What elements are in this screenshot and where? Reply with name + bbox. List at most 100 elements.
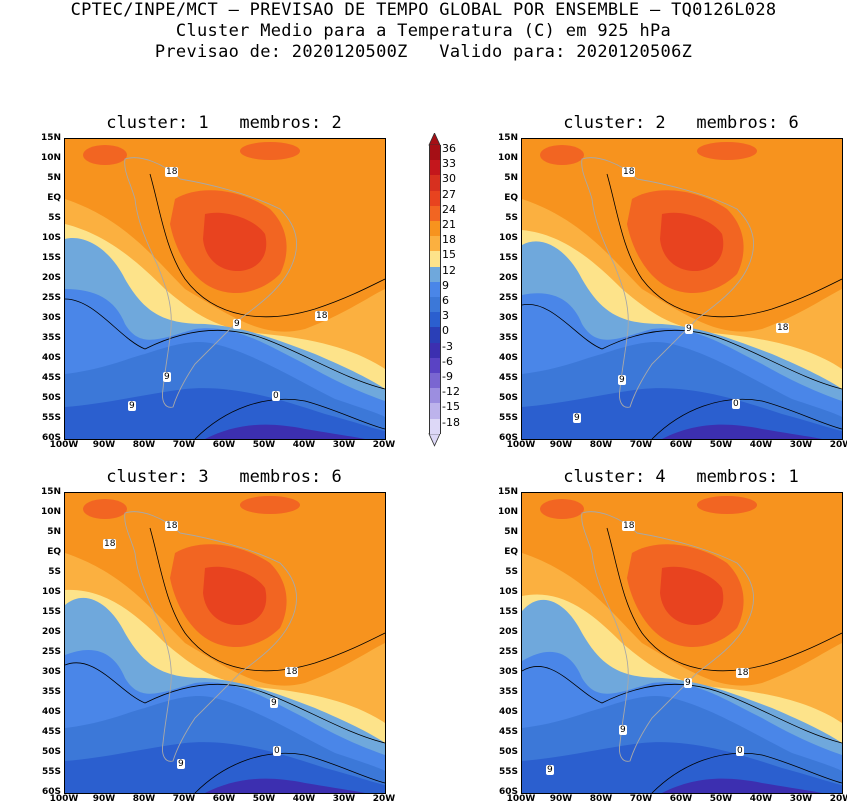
- map-panel: 18 18 9 9 0 9: [521, 492, 843, 794]
- longitude-tick-label: 100W: [506, 440, 536, 450]
- south-america-outline: [124, 157, 297, 408]
- contour-0: [651, 398, 842, 439]
- contour-label: 18: [776, 323, 790, 333]
- map-panel: 18 18 9 9 0 9: [521, 138, 843, 440]
- latitude-tick-label: 10S: [41, 587, 61, 597]
- latitude-tick-label: 35S: [41, 333, 61, 343]
- map-panel: 18 18 9 9 0 9: [64, 138, 386, 440]
- contour-label: 9: [619, 725, 627, 735]
- longitude-tick-label: 30W: [789, 794, 813, 804]
- latitude-tick-label: 35S: [498, 333, 518, 343]
- contour-9: [522, 304, 842, 390]
- colorbar-arrows: [428, 133, 441, 447]
- colorbar-legend: 36 33 30 27 24 21 18 15 12 9 6 3 0 -3 -6 -9 -12 -15 -18: [425, 133, 485, 447]
- south-america-outline: [581, 511, 754, 762]
- latitude-tick-label: 25S: [41, 647, 61, 657]
- colorbar-swatch: [429, 297, 441, 313]
- colorbar-level-label: 15: [442, 248, 456, 262]
- contour-18: [149, 527, 385, 672]
- colorbar-level-label: 3: [442, 309, 449, 323]
- latitude-tick-label: EQ: [47, 547, 61, 557]
- colorbar-level-label: -9: [442, 370, 453, 383]
- colorbar-swatch: [429, 251, 441, 267]
- hot-core-27: [203, 566, 267, 626]
- latitude-tick-label: 20S: [498, 273, 518, 283]
- latitude-tick-label: 10N: [40, 153, 61, 163]
- contour-label: 9: [684, 678, 692, 688]
- band-3: [65, 742, 385, 793]
- contour-label: 0: [732, 399, 740, 409]
- longitude-tick-label: 50W: [709, 794, 733, 804]
- latitude-tick-label: 15S: [498, 253, 518, 263]
- latitude-tick-label: 45S: [41, 727, 61, 737]
- band-0: [662, 424, 822, 439]
- latitude-tick-label: 10S: [41, 233, 61, 243]
- latitude-tick-label: 50S: [41, 393, 61, 403]
- warm-blob: [83, 499, 127, 519]
- warm-blob: [540, 499, 584, 519]
- contour-label: 18: [622, 167, 636, 177]
- contour-label: 18: [165, 521, 179, 531]
- south-america-outline: [124, 511, 297, 762]
- contour-label: 18: [315, 311, 329, 321]
- panel-title: cluster: 3 membros: 6: [106, 467, 342, 487]
- colorbar-level-label: -3: [442, 339, 453, 353]
- hot-core-27: [203, 212, 267, 272]
- colorbar-swatch: [429, 418, 441, 434]
- latitude-tick-label: EQ: [504, 193, 518, 203]
- latitude-tick-label: 5S: [505, 567, 518, 577]
- colorbar-level-label: -12: [442, 385, 460, 399]
- contour-0: [194, 752, 385, 793]
- latitude-tick-label: 20S: [41, 627, 61, 637]
- latitude-tick-label: 25S: [498, 293, 518, 303]
- longitude-tick-label: 40W: [292, 440, 316, 450]
- contour-label: 0: [736, 746, 744, 756]
- colorbar-swatch: [429, 266, 441, 282]
- longitude-tick-label: 20W: [829, 440, 847, 450]
- contour-label: 9: [128, 401, 136, 411]
- latitude-tick-label: 25S: [498, 647, 518, 657]
- longitude-tick-label: 20W: [829, 794, 847, 804]
- longitude-tick-label: 70W: [629, 794, 653, 804]
- latitude-tick-label: 10S: [498, 233, 518, 243]
- latitude-tick-label: 15N: [40, 133, 61, 143]
- colorbar-level-label: 21: [442, 218, 456, 231]
- longitude-tick-label: 60W: [669, 440, 693, 450]
- band-0: [662, 778, 822, 793]
- latitude-tick-label: 25S: [41, 293, 61, 303]
- panel-title: cluster: 1 membros: 2: [106, 113, 342, 133]
- panel-title: cluster: 4 membros: 1: [563, 467, 799, 487]
- warm-blob: [240, 496, 300, 514]
- contour-9: [65, 298, 385, 390]
- warm-blob: [697, 496, 757, 514]
- longitude-tick-label: 70W: [172, 440, 196, 450]
- band-3: [522, 742, 842, 793]
- longitude-tick-label: 30W: [789, 440, 813, 450]
- colorbar-swatch: [429, 160, 441, 176]
- latitude-tick-label: 50S: [498, 393, 518, 403]
- latitude-tick-label: 60S: [41, 433, 61, 443]
- contour-label: 9: [233, 319, 241, 329]
- colorbar-swatch: [429, 190, 441, 206]
- latitude-tick-label: 55S: [498, 413, 518, 423]
- latitude-tick-label: 15S: [41, 607, 61, 617]
- latitude-tick-label: 45S: [41, 373, 61, 383]
- hot-core-27: [660, 212, 724, 272]
- latitude-tick-label: 40S: [41, 707, 61, 717]
- latitude-tick-label: 55S: [41, 413, 61, 423]
- latitude-tick-label: 15N: [497, 487, 518, 497]
- colorbar-swatch: [429, 145, 441, 161]
- contour-9: [65, 662, 385, 744]
- colorbar-level-label: -18: [442, 415, 460, 429]
- warm-blob: [240, 142, 300, 160]
- latitude-tick-label: 50S: [41, 747, 61, 757]
- temperature-field: [65, 139, 385, 439]
- colorbar-swatch: [429, 221, 441, 237]
- longitude-tick-label: 80W: [589, 794, 613, 804]
- contour-label: 18: [103, 539, 117, 549]
- south-america-outline: [581, 157, 754, 408]
- latitude-tick-label: 10N: [40, 507, 61, 517]
- latitude-tick-label: 15S: [498, 607, 518, 617]
- contour-label: 18: [622, 521, 636, 531]
- colorbar-level-label: 27: [442, 187, 456, 201]
